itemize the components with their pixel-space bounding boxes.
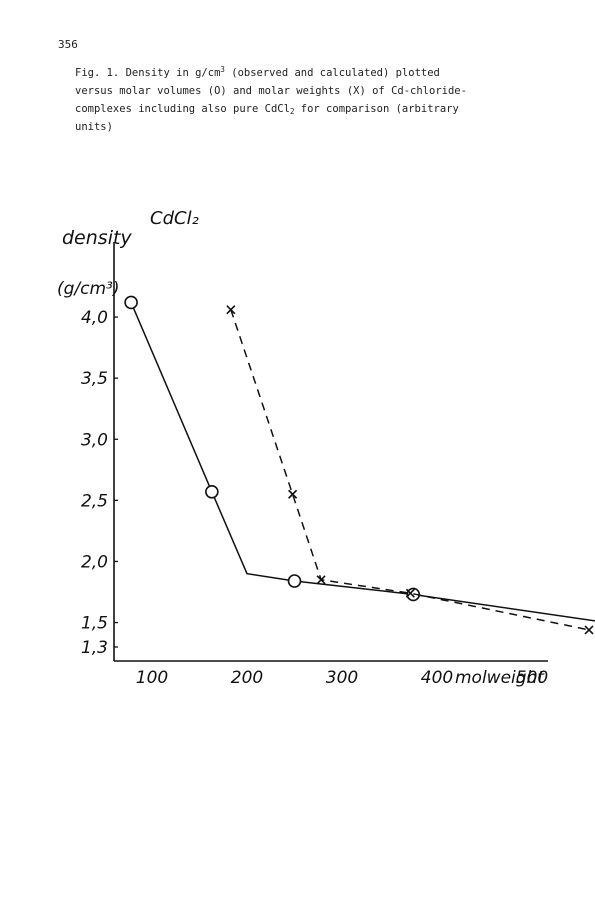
x-marker [405,588,415,598]
caption-line-3-start: complexes including also pure CdCl [75,103,290,115]
y-axis-title-line-1: density [62,227,132,249]
caption-line-1: Fig. 1. Density in g/cm3 (observed and c… [75,64,545,82]
circle-marker [287,574,302,588]
caption-subscript: 2 [289,107,295,116]
y-axis-title-line-2: (g/cm³) [57,279,120,299]
x-marker [288,489,298,499]
cdcl2-annotation: CdCl₂ [150,208,199,229]
caption-line-3: complexes including also pure CdCl2 for … [75,100,545,118]
y-tick-label: 1,5 [81,614,108,634]
x-tick-label: 500 [516,668,548,688]
x-marker [226,305,236,315]
figure-caption: Fig. 1. Density in g/cm3 (observed and c… [75,64,545,136]
caption-line-1-start: Fig. 1. Density in g/cm [75,67,221,79]
circle-marker [124,295,138,310]
y-tick-label: 3,0 [81,430,108,450]
y-tick-label: 2,0 [81,552,108,572]
caption-superscript: 3 [220,65,225,74]
x-axis-title: molweight [455,668,545,688]
caption-line-1-end: (observed and calculated) plotted [224,67,440,79]
caption-line-2: versus molar volumes (O) and molar weigh… [75,85,467,97]
x-tick-label: 400 [421,668,453,688]
page-number: 356 [58,38,78,51]
caption-line-4: units) [75,121,113,133]
molar-weight-series-line [230,309,590,631]
y-tick-label: 2,5 [81,491,108,511]
x-marker [584,625,594,635]
y-tick-label: 1,3 [81,638,108,658]
x-tick-label: 200 [231,668,263,688]
molar-volume-series-line [130,302,595,622]
x-tick-label: 300 [326,668,358,688]
caption-line-3-end: for comparison (arbitrary [294,103,459,115]
x-tick-label: 100 [136,668,168,688]
x-marker [316,575,326,585]
y-tick-label: 4,0 [81,308,108,328]
circle-marker [205,485,219,499]
y-tick-label: 3,5 [81,369,108,389]
